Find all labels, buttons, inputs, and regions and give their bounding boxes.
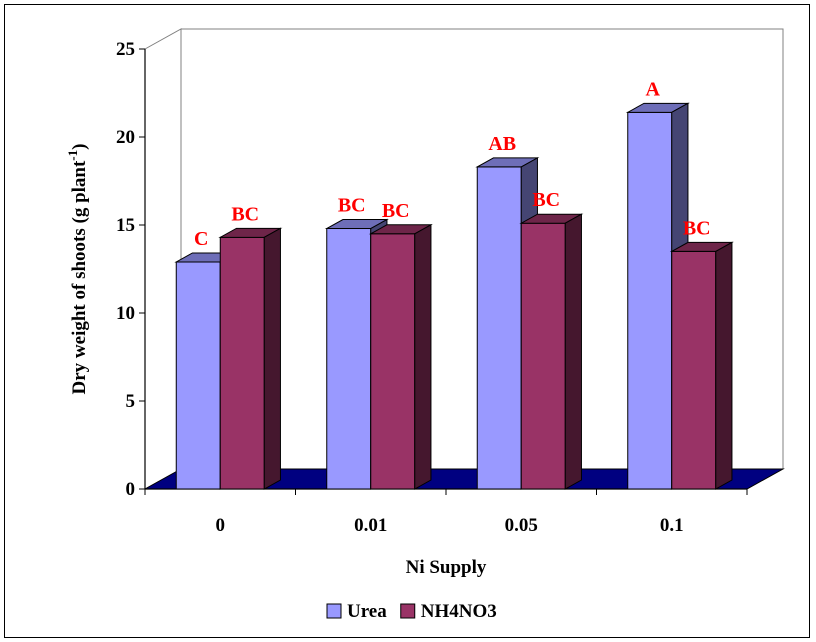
y-tick-label: 20 [116,127,135,148]
y-tick-label: 25 [116,39,135,60]
y-tick-label: 10 [116,303,135,324]
x-tick-label: 0.05 [505,515,538,536]
y-axis-title-main: Dry weight of shoots (g plant [69,160,90,394]
significance-label: BC [338,195,366,217]
bar-side-nh4no3-0.01 [414,223,432,490]
x-tick-labels: 0 0.01 0.05 0.1 [216,515,684,536]
bar-nh4no3-0.05 [520,222,566,490]
significance-label: BC [683,217,711,239]
x-tick-label: 0.01 [354,515,387,536]
legend-label: Urea [347,601,387,622]
bar-urea-0.1 [627,111,673,490]
y-tick-labels: 0 5 10 15 20 25 [116,39,135,500]
bar-side-nh4no3-0 [263,227,281,490]
bar-side-nh4no3-0.05 [564,213,582,490]
bar-urea-0.01 [326,228,372,490]
significance-label: A [646,78,661,100]
x-axis-title: Ni Supply [406,557,487,578]
bars [174,102,734,490]
significance-label: BC [382,200,410,222]
bar-side-nh4no3-0.1 [715,241,733,490]
legend-swatch [326,603,342,619]
y-axis-title-close: ) [69,144,90,150]
bar-urea-0 [175,261,221,490]
x-tick-label: 0.1 [660,515,684,536]
y-axis-title: Dry weight of shoots (g plant-1) [65,144,90,395]
bar-nh4no3-0.1 [671,250,717,490]
legend-label: NH4NO3 [421,601,497,622]
x-tick-label: 0 [216,515,226,536]
significance-label: AB [488,133,516,155]
back-wall-top-edge [181,28,784,469]
y-axis-title-superscript: -1 [65,150,80,161]
y-tick-label: 0 [126,479,136,500]
bar-urea-0.05 [476,166,522,490]
legend: Urea NH4NO3 [326,601,497,622]
legend-swatch [400,603,416,619]
significance-label: C [194,228,208,250]
y-tick-label: 15 [116,215,135,236]
significance-label: BC [231,203,259,225]
chart-svg: C BC BC BC AB BC A BC 0 0.01 0.05 0.1 0 5 10 15 20 25 N… [65,28,785,622]
y-tick-label: 5 [126,391,136,412]
bar-nh4no3-0 [219,236,265,490]
chart-frame: C BC BC BC AB BC A BC 0 0.01 0.05 0.1 0 5 10 15 20 25 N… [4,4,810,638]
back-wall-left-edge [144,28,182,469]
bar-nh4no3-0.01 [370,233,416,490]
significance-labels: C BC BC BC AB BC A BC [194,78,711,250]
significance-label: BC [532,189,560,211]
